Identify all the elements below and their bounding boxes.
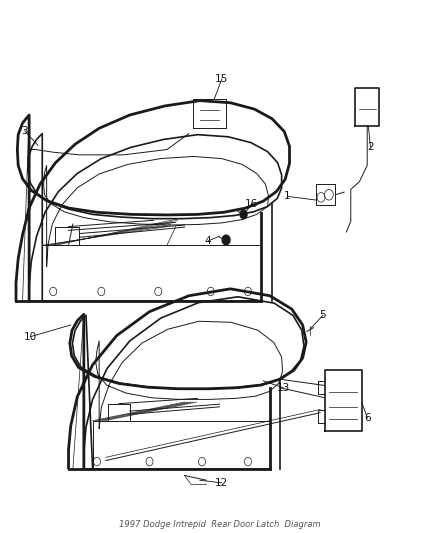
Text: 12: 12 — [215, 478, 228, 488]
Circle shape — [222, 235, 230, 245]
Text: 3: 3 — [21, 126, 28, 136]
Circle shape — [240, 210, 247, 219]
Text: 2: 2 — [366, 142, 373, 152]
Text: 1997 Dodge Intrepid  Rear Door Latch  Diagram: 1997 Dodge Intrepid Rear Door Latch Diag… — [118, 520, 320, 529]
Text: 10: 10 — [24, 332, 37, 342]
Text: 16: 16 — [245, 199, 258, 209]
Text: 1: 1 — [283, 191, 290, 201]
Text: 5: 5 — [319, 310, 325, 320]
Text: 13: 13 — [276, 383, 289, 393]
Text: 6: 6 — [363, 413, 370, 423]
Text: 4: 4 — [205, 236, 211, 246]
Text: 15: 15 — [215, 75, 228, 84]
